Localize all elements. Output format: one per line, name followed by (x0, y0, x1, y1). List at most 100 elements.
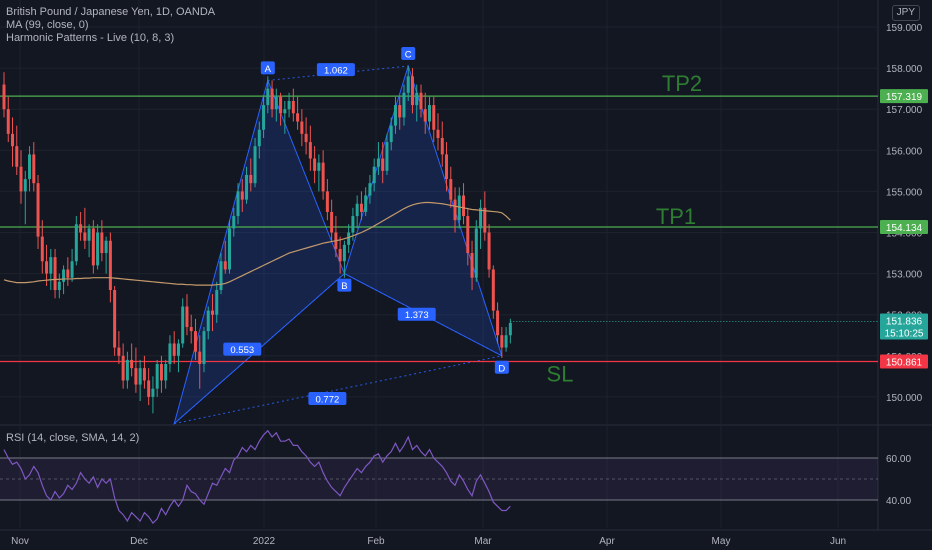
candle-body (142, 368, 146, 381)
legend-harmonic: Harmonic Patterns - Live (10, 8, 3) (6, 32, 175, 44)
candle-body (172, 343, 176, 356)
candle-body (262, 105, 266, 130)
candle-body (500, 335, 504, 348)
candle-body (138, 368, 142, 385)
candle-body (66, 269, 70, 278)
candle-body (287, 100, 291, 110)
price-tick-label: 156.000 (886, 146, 923, 157)
candle-body (283, 109, 287, 114)
sl-price-badge: 150.861 (886, 358, 923, 369)
harmonic-point-c: C (405, 50, 412, 61)
candle-body (151, 388, 155, 397)
candle-body (364, 195, 368, 212)
candle-body (308, 142, 312, 159)
ratio-label-box (316, 63, 355, 77)
time-tick-label: May (712, 536, 731, 547)
price-tick-label: 157.000 (886, 105, 923, 116)
candle-body (219, 261, 223, 291)
harmonic-point-d: D (498, 363, 505, 374)
legend-symbol: British Pound / Japanese Yen, 1D, OANDA (6, 6, 216, 18)
harmonic-point-a-box (260, 61, 275, 75)
candle-body (508, 322, 512, 336)
harmonic-ratio-line (174, 355, 502, 425)
rsi-tick-label: 60.00 (886, 454, 911, 465)
candle-body (325, 191, 329, 212)
candle-body (223, 261, 227, 270)
candle-body (249, 174, 253, 184)
candle-body (117, 347, 121, 356)
price-tick-label: 159.000 (886, 23, 923, 34)
candle-body (483, 207, 487, 233)
candle-body (6, 109, 10, 134)
tp1-price-badge-box (880, 219, 928, 234)
candle-body (147, 380, 151, 397)
candle-body (274, 96, 278, 110)
candle-body (206, 310, 210, 332)
time-tick-label: Feb (367, 536, 385, 547)
time-tick-label: Mar (474, 536, 492, 547)
tp2-price-badge: 157.319 (886, 92, 923, 103)
candle-body (228, 228, 232, 270)
price-tick-label: 155.000 (886, 187, 923, 198)
candle-body (193, 331, 197, 352)
candle-body (445, 154, 449, 180)
tp2-label: TP2 (662, 71, 702, 96)
candle-body (423, 109, 427, 122)
candle-body (74, 224, 78, 262)
candle-body (466, 216, 470, 254)
candle-body (232, 216, 236, 229)
candle-body (449, 179, 453, 200)
candle-body (304, 133, 308, 143)
candle-body (257, 129, 261, 147)
candle-body (389, 125, 393, 143)
candle-body (210, 310, 214, 315)
countdown-badge: 15:10:25 (885, 328, 924, 339)
ratio-label: 1.062 (324, 66, 348, 77)
candle-body (49, 257, 53, 274)
candle-body (108, 240, 112, 291)
harmonic-point-a: A (265, 64, 272, 75)
candle-body (189, 327, 193, 332)
candle-body (474, 228, 478, 278)
legend-ma: MA (99, close, 0) (6, 19, 89, 31)
candle-body (385, 142, 389, 171)
time-tick-label: 2022 (253, 536, 276, 547)
candle-body (462, 195, 466, 217)
candle-body (83, 232, 87, 241)
ratio-label: 0.553 (230, 345, 254, 356)
candle-body (355, 203, 359, 217)
ratio-label-box (397, 307, 436, 321)
candle-body (176, 343, 180, 356)
harmonic-point-d-box (494, 360, 509, 374)
candle-body (23, 179, 27, 192)
candle-body (351, 216, 355, 233)
candle-body (236, 191, 240, 217)
candle-body (415, 92, 419, 106)
candle-body (130, 359, 134, 369)
candle-body (398, 105, 402, 118)
candle-body (36, 183, 40, 237)
candle-body (279, 96, 283, 114)
candle-body (96, 232, 100, 266)
sl-price-badge-box (880, 354, 928, 369)
candle-body (125, 359, 129, 381)
candle-body (347, 232, 351, 245)
candle-body (155, 364, 159, 389)
candle-body (300, 121, 304, 134)
candle-body (338, 248, 342, 262)
candle-body (164, 364, 168, 381)
candle-body (317, 162, 321, 171)
ma-line (3, 201, 511, 286)
candle-body (181, 306, 185, 344)
ratio-label-box (223, 342, 262, 356)
candle-body (11, 133, 15, 147)
candle-body (453, 199, 457, 221)
candle-body (62, 269, 66, 282)
currency-badge[interactable]: JPY (891, 5, 920, 21)
candle-body (91, 228, 95, 266)
tp1-label: TP1 (656, 204, 696, 229)
candle-body (436, 129, 440, 138)
candle-body (496, 310, 500, 336)
candle-body (410, 76, 414, 106)
